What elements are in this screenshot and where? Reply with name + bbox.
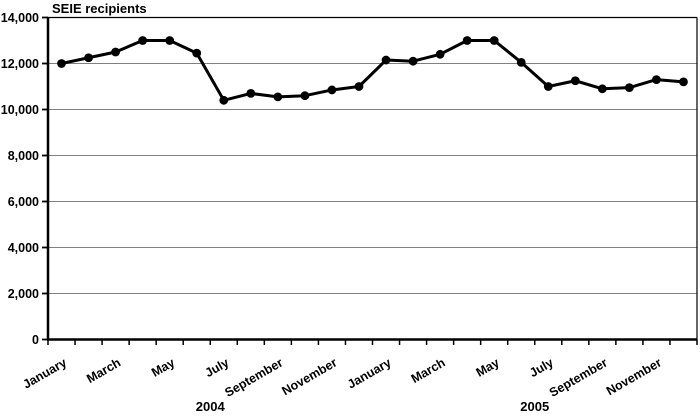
- data-point: [516, 57, 526, 67]
- data-point: [652, 75, 661, 84]
- x-axis-label: January: [345, 355, 394, 391]
- y-axis-label: 14,000: [1, 11, 39, 25]
- data-point: [246, 89, 256, 98]
- series-line: [60, 39, 685, 102]
- y-axis-label: 10,000: [1, 103, 39, 117]
- data-point: [354, 82, 364, 91]
- y-axis-label: 2,000: [8, 287, 39, 301]
- x-axis-label: July: [527, 355, 556, 380]
- x-axis-label: November: [279, 355, 339, 398]
- x-axis-label: May: [149, 355, 177, 379]
- data-point: [462, 36, 472, 45]
- data-point: [219, 95, 229, 105]
- data-point: [111, 47, 121, 57]
- chart-title: SEIE recipients: [52, 1, 147, 16]
- data-point: [435, 49, 445, 59]
- x-axis-label: March: [84, 355, 123, 386]
- year-label: 2005: [520, 399, 549, 414]
- data-point: [165, 36, 175, 45]
- x-axis-label: September: [222, 355, 285, 399]
- x-axis-label: March: [409, 355, 448, 386]
- data-point: [57, 59, 66, 68]
- data-point: [679, 77, 688, 87]
- data-point: [597, 84, 607, 94]
- y-axis-label: 8,000: [8, 149, 39, 163]
- data-point: [192, 48, 202, 58]
- data-point: [381, 55, 391, 65]
- x-axis-label: January: [20, 355, 69, 391]
- y-axis-label: 12,000: [1, 57, 39, 71]
- y-axis-label: 6,000: [8, 195, 39, 209]
- data-point: [138, 36, 148, 45]
- data-point: [624, 83, 634, 93]
- data-point: [543, 82, 553, 91]
- x-axis-label: November: [604, 355, 664, 398]
- data-point: [570, 76, 580, 86]
- data-point: [327, 85, 337, 95]
- y-axis-label: 4,000: [8, 241, 39, 255]
- y-axis-label: 0: [32, 333, 39, 347]
- x-axis-label: September: [547, 355, 610, 399]
- data-point: [273, 92, 283, 102]
- x-axis-label: July: [203, 355, 232, 380]
- data-point: [300, 91, 310, 101]
- data-point: [408, 56, 418, 66]
- x-axis-label: May: [474, 355, 502, 379]
- year-label: 2004: [196, 399, 226, 414]
- data-point: [84, 53, 93, 63]
- data-point: [489, 36, 499, 45]
